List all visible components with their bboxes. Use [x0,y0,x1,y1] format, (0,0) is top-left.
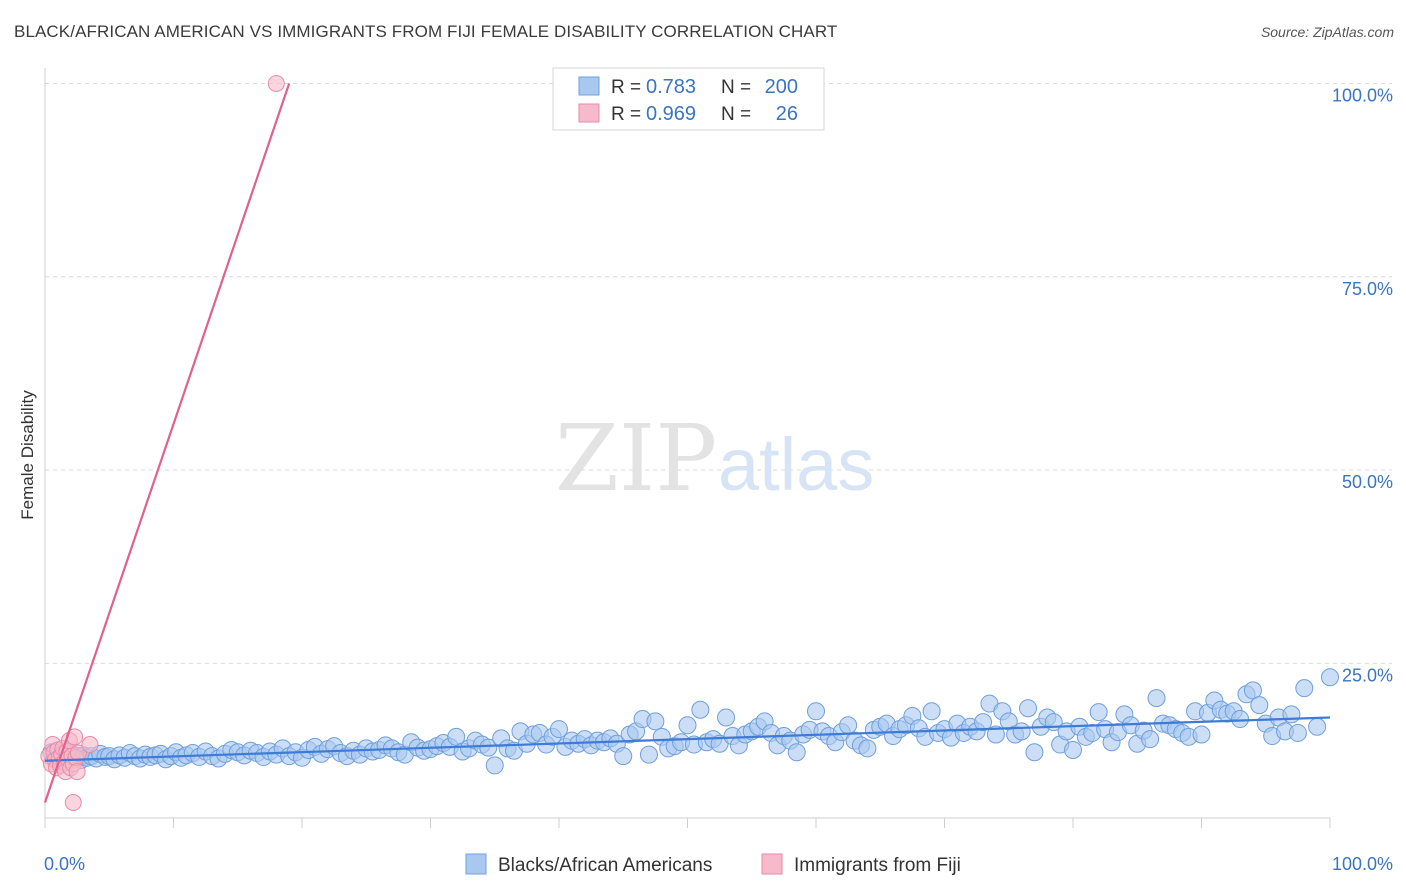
trendline-blacks [44,716,1331,762]
y-tick-label: 25.0% [1342,665,1393,685]
point-blacks [1192,725,1211,744]
stats-n-value-blue: 200 [765,76,798,98]
watermark-zip: ZIP [555,405,717,512]
point-fiji [267,74,285,92]
point-blacks [1089,703,1108,722]
point-blacks [1147,689,1166,708]
bottom-legend: Blacks/African Americans Immigrants from… [465,853,961,876]
point-fiji [81,736,99,754]
point-blacks [485,756,504,775]
point-blacks [1012,722,1031,741]
point-blacks [646,712,665,731]
stats-swatch-pink [578,103,600,123]
legend-label-blacks: Blacks/African Americans [498,855,712,876]
point-blacks [1025,743,1044,762]
trendline-fiji [43,83,291,803]
source-label: Source: ZipAtlas.com [1260,24,1394,40]
point-blacks [787,743,806,762]
legend-swatch-blacks [465,853,487,875]
y-tick-label: 75.0% [1342,279,1393,299]
point-blacks [1250,696,1269,715]
point-fiji [68,763,86,781]
point-blacks [639,745,658,764]
point-blacks [614,747,633,766]
point-blacks [1064,740,1082,759]
series-blacks-points [42,668,1339,775]
stats-n-label-pink: N = [721,104,751,125]
watermark-atlas: atlas [718,423,874,506]
stats-r-value-blue: 0.783 [646,76,696,98]
point-blacks [858,739,877,758]
point-blacks [691,700,710,719]
point-blacks [717,708,736,727]
x-axis-ticks [44,818,1331,828]
point-blacks [986,725,1005,744]
point-blacks [550,720,568,739]
point-blacks [1141,730,1160,749]
x-tick-label-max: 100.0% [1332,854,1393,874]
watermark: ZIP atlas [555,405,874,512]
point-blacks [1308,717,1327,736]
chart-title: BLACK/AFRICAN AMERICAN VS IMMIGRANTS FRO… [14,22,838,41]
point-blacks [1019,699,1038,718]
y-tick-label: 50.0% [1342,472,1393,492]
stats-swatch-blue [578,76,600,96]
stats-r-label-pink: R = [611,104,641,125]
y-tick-labels: 25.0% 50.0% 75.0% 100.0% [1332,85,1393,685]
point-blacks [839,716,858,735]
stats-r-label-blue: R = [611,77,641,98]
point-blacks [1295,679,1314,698]
stats-r-value-pink: 0.969 [646,103,696,125]
point-fiji [64,794,82,812]
point-fiji [69,744,87,762]
point-blacks [479,738,498,757]
point-blacks [1231,710,1250,729]
legend-swatch-fiji [761,853,783,875]
stats-legend: R = 0.783 N = 200 R = 0.969 N = 26 [552,67,825,131]
y-axis-title: Female Disability [18,390,37,520]
stats-n-label-blue: N = [721,77,751,98]
point-blacks [678,716,697,735]
point-blacks [1282,705,1301,724]
point-blacks [974,713,993,732]
stats-n-value-pink: 26 [776,103,798,125]
grid-lines [45,82,1392,664]
legend-label-fiji: Immigrants from Fiji [794,855,961,876]
point-blacks [1321,668,1339,687]
series-fiji-points [40,74,285,812]
y-tick-label: 100.0% [1332,85,1393,105]
point-blacks [922,702,941,721]
point-blacks [1288,723,1307,742]
point-blacks [807,702,825,721]
x-tick-label-min: 0.0% [44,854,85,874]
